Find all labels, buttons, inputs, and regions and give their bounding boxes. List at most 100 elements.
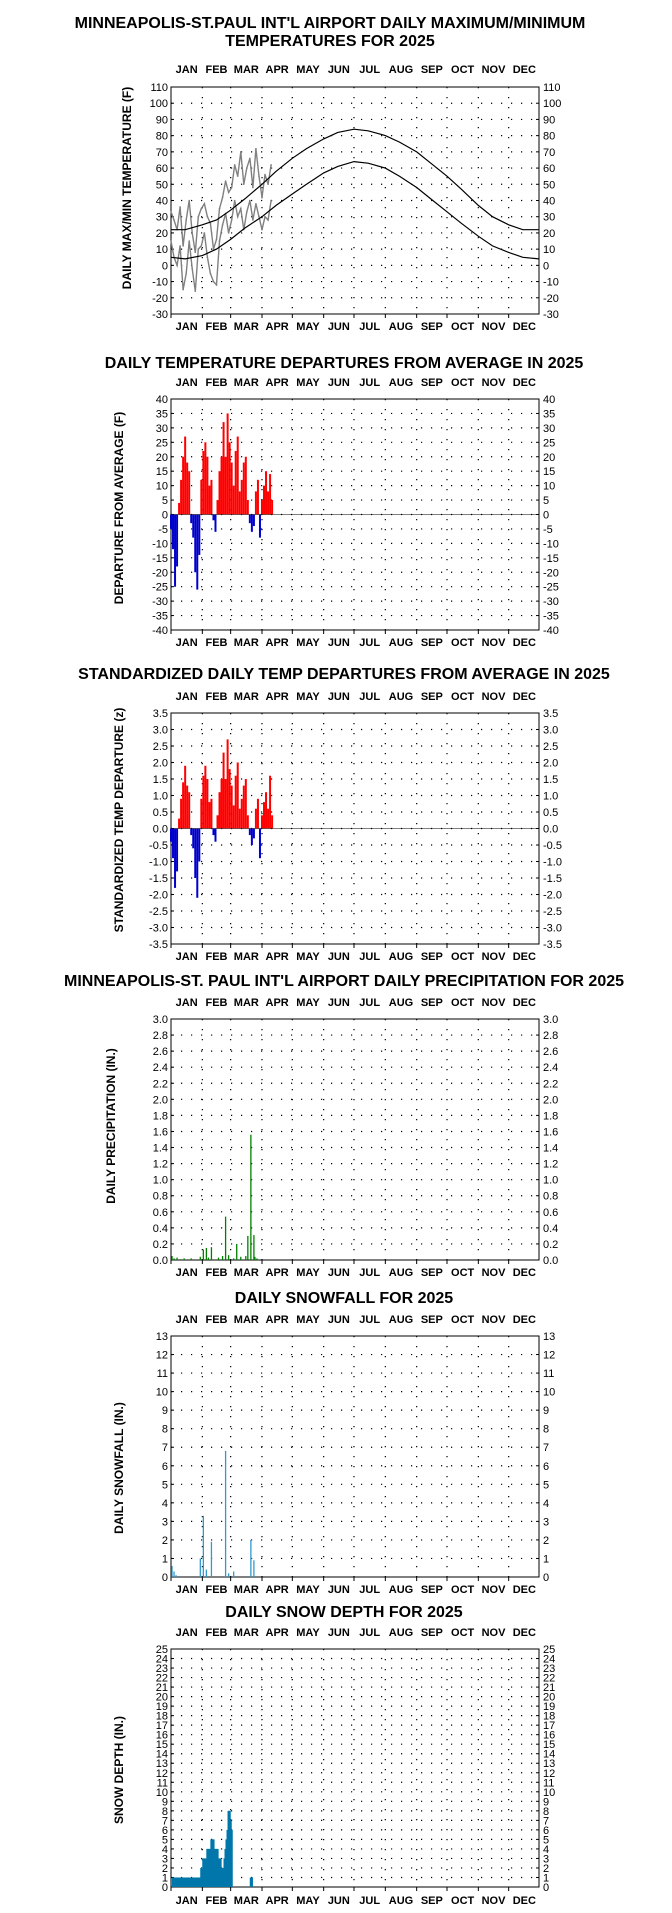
- month-label-top: JUL: [359, 1314, 380, 1326]
- y-tick-label-right: 40: [543, 394, 555, 406]
- y-tick-label-left: 1.6: [153, 1126, 168, 1138]
- month-label-bottom: JAN: [176, 1584, 198, 1596]
- y-tick-label-right: -3.5: [543, 939, 562, 951]
- month-label-bottom: AUG: [389, 951, 413, 963]
- y-tick-label-left: 14: [156, 1749, 168, 1761]
- bar: [218, 471, 221, 515]
- y-tick-label-left: 0.0: [153, 824, 168, 836]
- y-tick-label-right: 40: [543, 196, 555, 208]
- bar: [245, 1255, 247, 1260]
- series-line-max-2025: [170, 148, 272, 253]
- month-label-top: MAR: [234, 64, 259, 76]
- month-label-top: JUN: [328, 64, 350, 76]
- month-label-top: AUG: [389, 1627, 413, 1639]
- y-tick-label-right: -0.5: [543, 840, 562, 852]
- y-tick-label-right: 3.0: [543, 725, 558, 737]
- month-label-top: MAY: [296, 691, 320, 703]
- bar: [250, 828, 253, 845]
- y-tick-label-left: -30: [152, 596, 168, 608]
- data-point: [170, 211, 172, 213]
- y-tick-label-right: 3: [543, 1853, 549, 1865]
- bar: [208, 802, 211, 829]
- y-tick-label-left: 25: [156, 1644, 168, 1656]
- month-label-bottom: SEP: [421, 321, 443, 333]
- data-point: [221, 224, 224, 226]
- month-label-top: DEC: [513, 1314, 536, 1326]
- y-tick-label-left: 5: [162, 1479, 168, 1491]
- y-tick-label-right: 1: [543, 1872, 549, 1884]
- y-tick-label-left: 60: [156, 163, 168, 175]
- y-tick-label-left: 0.0: [153, 1255, 168, 1267]
- bar: [174, 828, 177, 888]
- y-tick-label-right: 12: [543, 1768, 555, 1780]
- bar: [232, 485, 235, 515]
- bar: [190, 828, 193, 836]
- grid: [171, 1336, 539, 1577]
- y-tick-label-left: 22: [156, 1673, 168, 1685]
- month-label-bottom: JAN: [176, 951, 198, 963]
- data-point: [230, 186, 233, 189]
- y-tick-label-left: -5: [158, 524, 168, 536]
- data-point: [258, 215, 260, 218]
- data-point: [215, 284, 218, 286]
- y-tick-label-left: -25: [152, 582, 168, 594]
- month-label-bottom: JUN: [328, 1895, 350, 1907]
- month-label-bottom: SEP: [421, 1584, 443, 1596]
- y-tick-label-left: 7: [162, 1442, 168, 1454]
- bar: [258, 828, 261, 859]
- y-tick-label-right: 3.0: [543, 1014, 558, 1026]
- y-tick-label-left: 8: [162, 1424, 168, 1436]
- bar: [244, 779, 247, 829]
- month-label-bottom: OCT: [451, 1267, 475, 1279]
- y-tick-label-right: 0.4: [543, 1223, 558, 1235]
- month-label-top: OCT: [451, 691, 475, 703]
- bar: [171, 1565, 173, 1577]
- y-tick-label-right: 1.2: [543, 1159, 558, 1171]
- y-tick-label-left: -15: [152, 553, 168, 565]
- month-label-bottom: APR: [266, 1895, 289, 1907]
- y-tick-label-left: -20: [152, 293, 168, 305]
- y-tick-label-left: 9: [162, 1796, 168, 1808]
- chart-title: MINNEAPOLIS-ST.PAUL INT'L AIRPORT DAILY …: [75, 15, 586, 32]
- y-axis-label: DEPARTURE FROM AVERAGE (F): [112, 412, 126, 604]
- bar: [199, 1256, 201, 1260]
- y-tick-label-left: 10: [156, 1787, 168, 1799]
- bar: [179, 1259, 181, 1260]
- bar: [205, 1247, 208, 1260]
- month-label-top: MAY: [296, 1627, 320, 1639]
- y-tick-label-right: 0.8: [543, 1191, 558, 1203]
- month-label-top: APR: [266, 1314, 289, 1326]
- bar: [227, 1255, 230, 1260]
- bar: [184, 436, 187, 515]
- y-tick-label-right: -35: [543, 611, 559, 623]
- bar: [221, 1255, 224, 1260]
- y-tick-label-right: 90: [543, 114, 555, 126]
- y-tick-label-left: 1.4: [153, 1143, 168, 1155]
- y-tick-label-right: 6: [543, 1825, 549, 1837]
- y-tick-label-right: 2.2: [543, 1078, 558, 1090]
- y-tick-label-left: 20: [156, 452, 168, 464]
- bar: [228, 769, 231, 829]
- month-label-bottom: AUG: [389, 637, 413, 649]
- month-label-top: SEP: [421, 377, 443, 389]
- series-line-normal-min: [170, 160, 540, 260]
- y-tick-label-left: -40: [152, 625, 168, 637]
- month-label-top: JUL: [359, 1627, 380, 1639]
- y-tick-label-left: -10: [152, 277, 168, 289]
- data-point: [233, 164, 236, 166]
- month-label-top: MAR: [234, 1627, 259, 1639]
- y-tick-label-right: -30: [543, 309, 559, 321]
- data-point: [264, 173, 266, 176]
- data-point: [236, 175, 239, 177]
- y-tick-label-right: 1.6: [543, 1126, 558, 1138]
- bar: [207, 1257, 210, 1260]
- bar: [188, 471, 191, 515]
- bar: [228, 442, 231, 515]
- data-point: [176, 264, 178, 267]
- y-tick-label-left: 11: [157, 1368, 168, 1380]
- y-tick-label-left: 30: [156, 423, 168, 435]
- month-label-bottom: AUG: [389, 1895, 413, 1907]
- data-point: [209, 272, 212, 275]
- bar: [250, 1877, 253, 1887]
